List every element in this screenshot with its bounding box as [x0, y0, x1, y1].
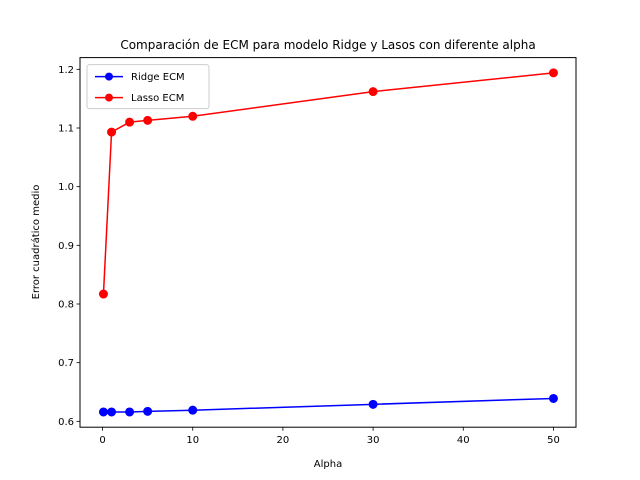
legend-marker [105, 72, 113, 81]
y-tick-label: 0.6 [58, 417, 74, 428]
legend-marker [105, 93, 113, 102]
plot-area [98, 68, 558, 417]
legend-label: Lasso ECM [131, 93, 184, 104]
x-tick-label: 20 [277, 435, 290, 446]
y-axis: 0.6 0.7 0.8 0.9 1.0 1.1 1.2 [58, 65, 80, 428]
axes-frame [79, 57, 577, 428]
x-tick-label: 50 [547, 435, 560, 446]
legend: Ridge ECM Lasso ECM [86, 64, 210, 110]
y-tick-label: 0.9 [58, 241, 74, 252]
data-point-lasso-ecm [548, 68, 558, 78]
data-point-ridge-ecm [143, 406, 153, 416]
y-tick-label: 1.2 [58, 65, 74, 76]
y-axis-label: Error cuadrático medio [30, 185, 42, 300]
data-point-ridge-ecm [368, 399, 378, 409]
legend-label: Ridge ECM [131, 72, 185, 83]
data-point-ridge-ecm [188, 405, 198, 415]
data-point-ridge-ecm [125, 407, 135, 417]
x-tick-label: 40 [457, 435, 470, 446]
x-tick-label: 10 [186, 435, 199, 446]
x-axis-label: Alpha [314, 459, 342, 470]
data-point-lasso-ecm [107, 127, 117, 137]
data-point-ridge-ecm [548, 393, 558, 403]
x-tick-label: 30 [367, 435, 380, 446]
data-point-lasso-ecm [368, 87, 378, 97]
x-tick-label: 0 [99, 435, 105, 446]
data-point-lasso-ecm [98, 289, 108, 299]
chart-title: Comparación de ECM para modelo Ridge y L… [120, 38, 535, 52]
data-point-lasso-ecm [143, 115, 153, 125]
y-tick-label: 1.1 [58, 124, 74, 135]
data-point-lasso-ecm [188, 111, 198, 121]
x-axis: 0 10 20 30 40 50 [99, 427, 560, 446]
y-tick-label: 0.7 [58, 358, 74, 369]
data-point-ridge-ecm [98, 407, 108, 417]
data-point-ridge-ecm [107, 407, 117, 417]
y-tick-label: 0.8 [58, 300, 74, 311]
data-point-lasso-ecm [125, 117, 135, 127]
y-tick-label: 1.0 [58, 182, 74, 193]
